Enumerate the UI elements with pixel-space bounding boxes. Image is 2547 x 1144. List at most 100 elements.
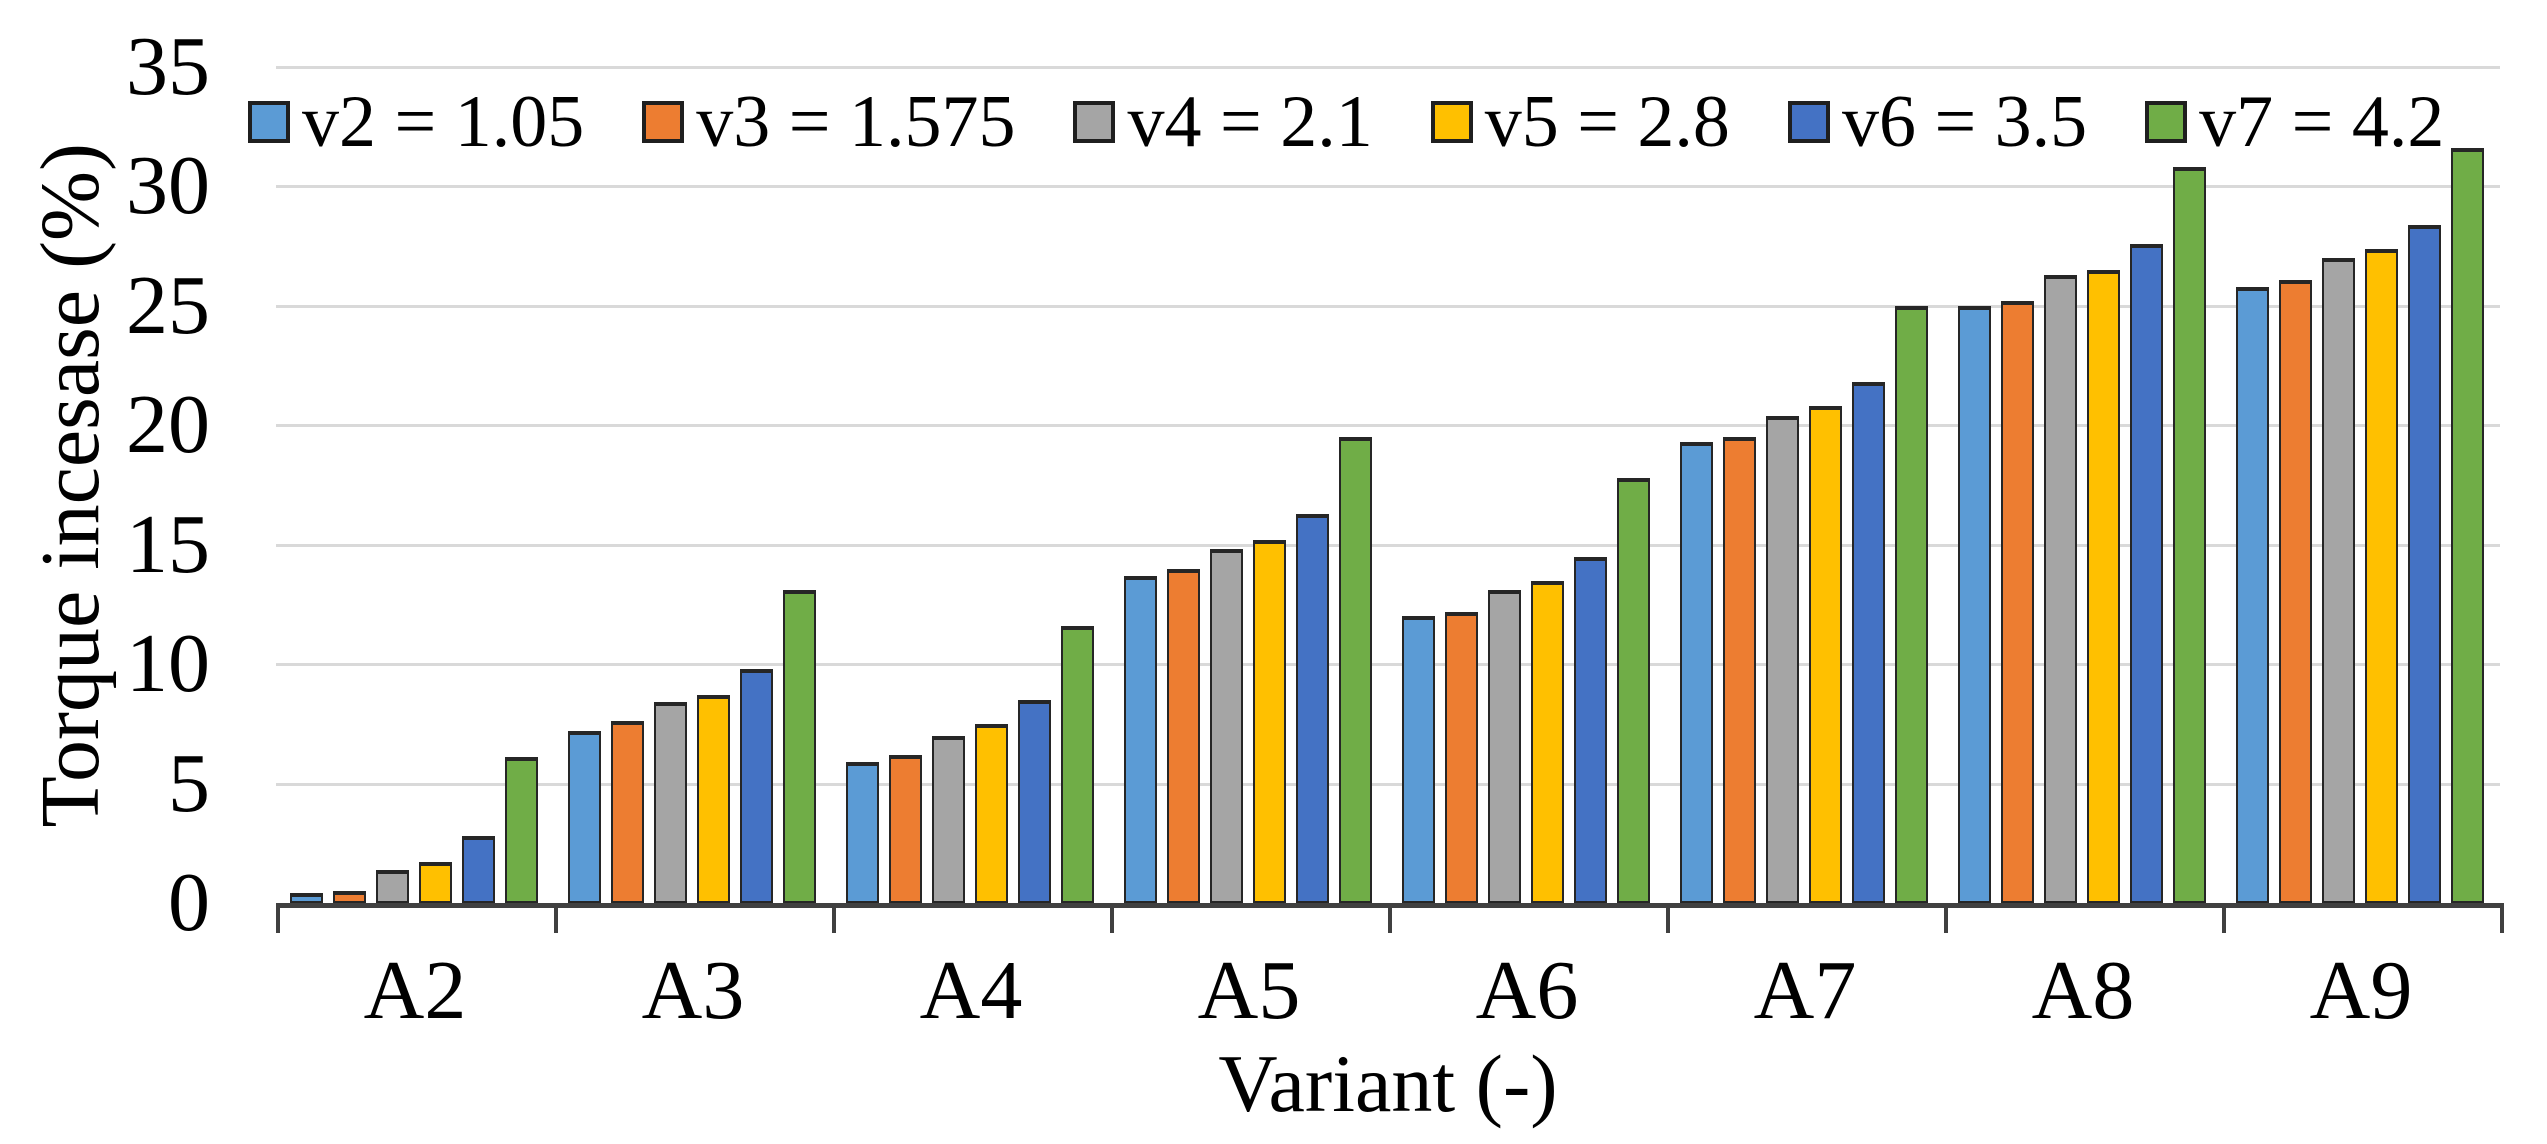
bar-A5-v2 — [1124, 576, 1157, 903]
bar-A9-v4 — [2322, 258, 2355, 903]
x-category-label-A3: A3 — [641, 944, 745, 1037]
bar-A5-v6 — [1296, 514, 1329, 903]
bar-A8-v4 — [2044, 275, 2077, 903]
x-category-label-A6: A6 — [1475, 944, 1579, 1037]
bar-A5-v4 — [1210, 549, 1243, 903]
legend-swatch-icon — [2145, 101, 2188, 143]
bar-A4-v3 — [889, 755, 922, 903]
bar-A9-v5 — [2365, 249, 2398, 903]
x-category-label-A5: A5 — [1197, 944, 1301, 1037]
bar-A5-v3 — [1167, 569, 1200, 903]
bar-A8-v6 — [2130, 244, 2163, 903]
x-axis-tick-5 — [1666, 903, 1670, 933]
legend-label: v2 = 1.05 — [302, 81, 585, 163]
gridline-25 — [276, 304, 2500, 308]
bar-A3-v6 — [740, 669, 773, 903]
bar-A7-v4 — [1766, 416, 1799, 903]
bar-A2-v3 — [333, 891, 366, 903]
bar-A7-v6 — [1852, 382, 1885, 903]
bar-A4-v2 — [846, 762, 879, 903]
gridline-5 — [276, 782, 2500, 786]
legend-label: v4 = 2.1 — [1127, 81, 1373, 163]
x-category-label-A4: A4 — [919, 944, 1023, 1037]
bar-A3-v3 — [611, 721, 644, 903]
legend-item-v7: v7 = 4.2 — [2145, 74, 2444, 170]
bar-A6-v4 — [1488, 590, 1521, 903]
y-tick-label-35: 35 — [126, 20, 210, 113]
y-tick-label-0: 0 — [168, 856, 210, 949]
bar-A8-v3 — [2001, 301, 2034, 903]
x-axis-tick-1 — [554, 903, 558, 933]
bar-A2-v6 — [462, 836, 495, 903]
x-category-label-A8: A8 — [2031, 944, 2135, 1037]
legend-label: v7 = 4.2 — [2199, 81, 2445, 163]
bar-A4-v7 — [1061, 626, 1094, 903]
legend: v2 = 1.05 v3 = 1.575 v4 = 2.1 v5 = 2.8 v6 = … — [248, 74, 2444, 170]
bar-A9-v2 — [2236, 287, 2269, 903]
bar-A2-v2 — [290, 893, 323, 903]
legend-swatch-icon — [1787, 101, 1830, 143]
bar-A3-v2 — [568, 731, 601, 903]
bar-A4-v5 — [975, 724, 1008, 903]
legend-item-v5: v5 = 2.8 — [1430, 74, 1730, 170]
bar-A8-v2 — [1958, 306, 1991, 903]
x-category-label-A2: A2 — [363, 944, 467, 1037]
x-axis-tick-3 — [1110, 903, 1114, 933]
bar-A2-v7 — [505, 757, 538, 903]
bar-A3-v5 — [697, 695, 730, 903]
legend-label: v6 = 3.5 — [1841, 81, 2088, 163]
x-axis-title: Variant (-) — [1218, 1038, 1558, 1129]
gridline-15 — [276, 543, 2500, 547]
bar-A4-v4 — [932, 736, 965, 903]
legend-swatch-icon — [642, 101, 685, 143]
bar-A6-v3 — [1445, 612, 1478, 903]
bar-A2-v4 — [376, 870, 409, 903]
bar-A7-v5 — [1809, 406, 1842, 903]
x-category-label-A9: A9 — [2309, 944, 2413, 1037]
bar-A8-v7 — [2173, 167, 2206, 903]
legend-item-v3: v3 = 1.575 — [642, 74, 1015, 170]
x-axis-tick-0 — [276, 903, 280, 933]
bar-A2-v5 — [419, 862, 452, 903]
gridline-30 — [276, 185, 2500, 189]
legend-label: v5 = 2.8 — [1484, 81, 1730, 163]
bar-A9-v3 — [2279, 280, 2312, 903]
legend-item-v2: v2 = 1.05 — [248, 74, 584, 170]
bar-A3-v7 — [783, 590, 816, 903]
bar-A5-v5 — [1253, 540, 1286, 903]
bar-A8-v5 — [2087, 270, 2120, 903]
y-tick-label-5: 5 — [168, 736, 210, 830]
bar-A3-v4 — [654, 702, 687, 903]
y-tick-label-10: 10 — [126, 617, 210, 711]
bar-A6-v5 — [1531, 581, 1564, 903]
bar-A9-v7 — [2451, 148, 2484, 903]
x-category-label-A7: A7 — [1753, 944, 1857, 1037]
legend-swatch-icon — [248, 101, 290, 143]
gridline-35 — [276, 66, 2500, 69]
x-axis-tick-6 — [1944, 903, 1948, 933]
y-tick-label-15: 15 — [126, 497, 210, 591]
legend-swatch-icon — [1430, 101, 1473, 143]
bar-A7-v3 — [1723, 437, 1756, 903]
bar-A6-v2 — [1402, 616, 1435, 903]
x-axis-tick-2 — [832, 903, 836, 933]
bar-A6-v6 — [1574, 557, 1607, 903]
gridline-10 — [276, 663, 2500, 667]
y-axis-title-text: Torque incesase (%) — [23, 142, 117, 828]
legend-item-v6: v6 = 3.5 — [1787, 74, 2088, 170]
gridline-20 — [276, 424, 2500, 428]
bar-A4-v6 — [1018, 700, 1051, 903]
y-tick-label-20: 20 — [126, 378, 210, 472]
bar-A7-v7 — [1895, 306, 1928, 903]
x-axis-tick-7 — [2222, 903, 2226, 933]
y-tick-label-25: 25 — [126, 258, 210, 352]
bar-A6-v7 — [1617, 478, 1650, 903]
bar-A5-v7 — [1339, 437, 1372, 903]
bar-A7-v2 — [1680, 442, 1713, 903]
x-axis-tick-8 — [2500, 903, 2504, 933]
legend-label: v3 = 1.575 — [696, 81, 1016, 163]
legend-swatch-icon — [1073, 101, 1116, 143]
bar-A9-v6 — [2408, 225, 2441, 903]
x-axis-tick-4 — [1388, 903, 1392, 933]
